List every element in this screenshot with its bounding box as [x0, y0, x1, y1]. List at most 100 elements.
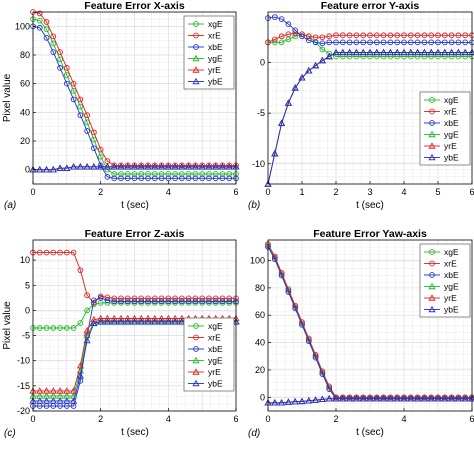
data-point-ybE [271, 149, 279, 157]
data-point-ybE [448, 48, 456, 56]
data-point-xrE [407, 32, 414, 39]
data-point-xgE [278, 39, 285, 46]
data-point-ybE [164, 163, 172, 170]
x-tick-label: 0 [265, 414, 270, 424]
data-point-yrE [137, 314, 145, 322]
data-point-xbE [387, 39, 394, 46]
data-point-yrE [171, 314, 179, 322]
legend-marker [193, 323, 199, 329]
data-point-xgE [455, 53, 462, 60]
data-point-ybE [325, 52, 333, 60]
data-point-xbE [145, 175, 151, 182]
legend-marker [428, 142, 436, 149]
y-tick-label: 60 [20, 79, 30, 89]
y-tick-label: -20 [17, 406, 30, 416]
data-point-ybE [318, 395, 326, 403]
data-point-ybE [271, 399, 279, 406]
data-point-ybE [171, 163, 179, 170]
data-point-xgE [124, 171, 131, 177]
data-point-xbE [339, 39, 346, 46]
legend-marker [192, 66, 200, 73]
data-point-xbE [158, 298, 165, 305]
data-point-xbE [219, 298, 226, 305]
data-point-xrE [206, 162, 212, 169]
data-point-xbE [145, 298, 151, 305]
x-tick-label: 2 [98, 414, 103, 424]
data-point-xgE [373, 53, 380, 60]
data-point-xbE [226, 298, 233, 305]
legend-marker [192, 54, 200, 62]
data-point-xrE [206, 295, 212, 302]
data-point-ybE [448, 394, 456, 402]
legend-entry: ybE [208, 379, 223, 389]
data-point-xgE [401, 53, 407, 60]
data-point-xrE [111, 162, 118, 169]
data-point-yrE [49, 387, 57, 394]
data-point-xbE [111, 175, 118, 182]
data-point-xrE [199, 295, 206, 302]
legend-entry: xrE [444, 259, 457, 269]
data-point-xbE [185, 175, 192, 182]
data-point-xrE [226, 162, 233, 169]
series-line-xrE [32, 11, 236, 166]
data-point-xbE [91, 297, 97, 304]
data-point-xbE [97, 162, 104, 169]
data-point-xgE [185, 171, 192, 177]
y-tick-label: 40 [20, 107, 30, 117]
legend-entry: ygE [444, 130, 459, 140]
data-point-xbE [124, 298, 131, 305]
data-point-xbE [380, 39, 387, 46]
x-tick-label: 4 [401, 187, 406, 197]
data-point-ybE [117, 163, 125, 170]
data-point-ybE [76, 163, 84, 170]
data-point-xgE [84, 307, 90, 314]
data-point-xrE [97, 146, 104, 153]
data-point-ybE [407, 394, 415, 402]
legend-entry: xrE [444, 107, 457, 117]
data-point-xgE [367, 53, 373, 60]
legend-box [419, 243, 471, 318]
data-point-xbE [271, 256, 278, 263]
data-point-yrE [83, 326, 91, 334]
data-point-xrE [428, 32, 435, 39]
data-point-xgE [346, 53, 353, 60]
data-point-ybE [386, 48, 394, 56]
data-point-xbE [401, 39, 407, 46]
y-tick-label: 40 [255, 338, 265, 348]
data-point-xgE [394, 53, 401, 60]
x-tick-label: 6 [233, 414, 238, 424]
legend-box [419, 91, 471, 166]
data-point-yrE [76, 362, 84, 369]
data-point-xbE [165, 175, 172, 182]
data-point-ybE [291, 397, 299, 405]
chart-panel-3: 0 2 4 6 -20 -15 -10 -5 0 5 10 Feature Error Z-axis t… [2, 228, 240, 439]
data-point-ybE [185, 163, 193, 170]
legend-marker [428, 305, 436, 313]
x-tick-label: 0 [30, 414, 35, 424]
data-point-xrE [212, 295, 219, 302]
data-point-xbE [285, 21, 292, 27]
data-point-xgE [70, 325, 77, 331]
legend-entry: yrE [208, 367, 221, 377]
data-point-ybE [70, 397, 78, 404]
data-point-xrE [292, 30, 299, 37]
chart-title: Feature Error X-axis [84, 0, 185, 12]
data-point-xrE [172, 295, 178, 302]
data-point-xgE [165, 171, 172, 177]
data-point-ybE [178, 163, 186, 170]
data-point-ybE [42, 165, 51, 173]
series-line-xbE [32, 25, 236, 179]
data-point-yrE [42, 387, 51, 394]
data-point-xbE [185, 298, 192, 305]
data-point-ybE [414, 48, 422, 56]
y-axis-label: Pixel value [2, 301, 13, 350]
data-point-ybE [42, 397, 51, 404]
data-point-ybE [205, 163, 213, 170]
data-point-xgE [43, 26, 50, 33]
data-point-ybE [278, 399, 286, 406]
data-point-ybE [117, 318, 125, 325]
data-point-ybE [36, 165, 44, 173]
data-point-xgE [271, 39, 278, 46]
data-point-ybE [97, 163, 105, 170]
data-point-ybE [359, 48, 367, 56]
